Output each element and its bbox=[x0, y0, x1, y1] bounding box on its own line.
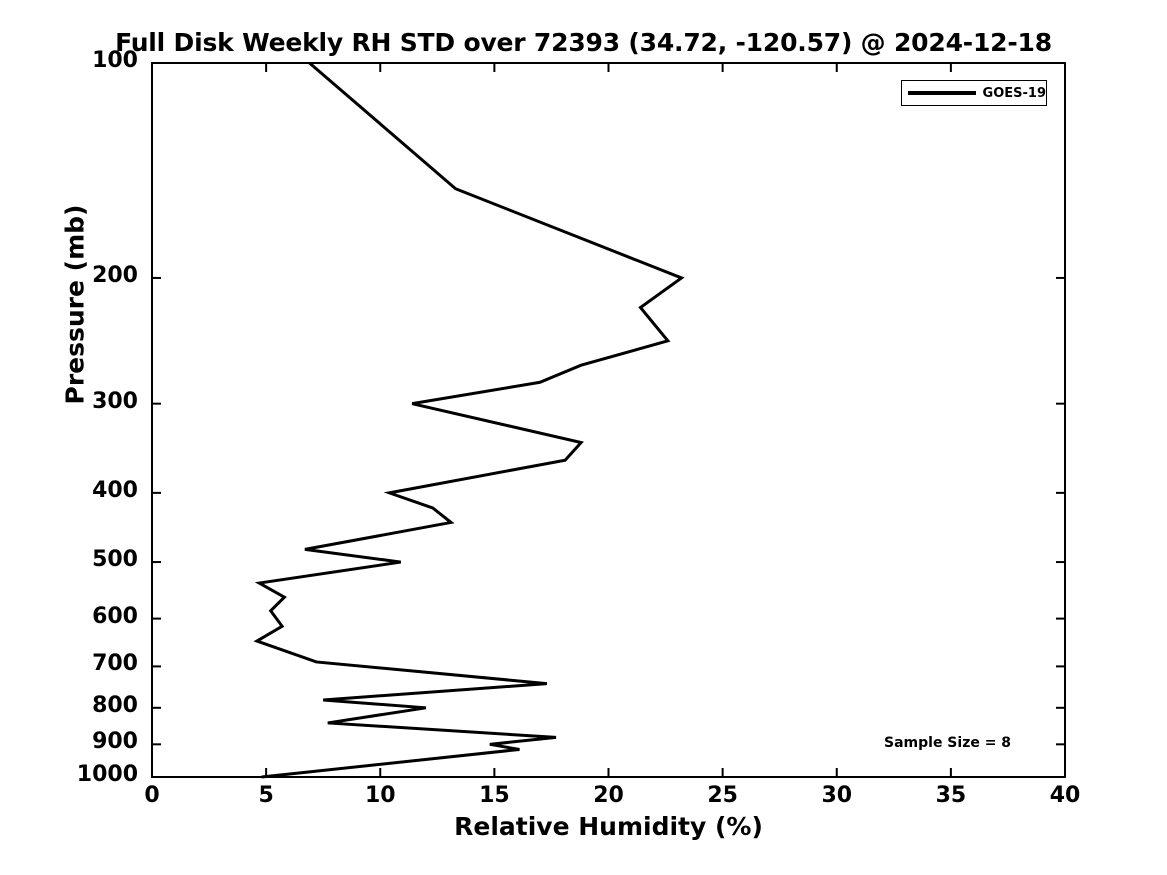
y-tick-label: 1000 bbox=[76, 762, 138, 787]
x-axis-label: Relative Humidity (%) bbox=[454, 812, 763, 841]
page-title: Full Disk Weekly RH STD over 72393 (34.7… bbox=[115, 28, 1052, 57]
x-tick-label: 30 bbox=[821, 783, 853, 808]
y-tick-label: 300 bbox=[92, 388, 138, 414]
x-tick-label: 10 bbox=[364, 783, 396, 808]
y-tick-label: 800 bbox=[92, 692, 138, 718]
y-tick-label: 100 bbox=[92, 48, 138, 73]
x-tick-label: 15 bbox=[479, 783, 510, 808]
y-tick-label: 400 bbox=[92, 477, 138, 503]
x-tick-label: 0 bbox=[144, 783, 160, 808]
x-tick-label: 25 bbox=[707, 783, 738, 808]
legend-item-label: GOES-19 bbox=[982, 85, 1046, 101]
y-tick-label: 900 bbox=[92, 729, 138, 755]
x-tick-label: 5 bbox=[258, 783, 274, 808]
data-series-goes-19 bbox=[253, 61, 685, 779]
legend-line-swatch bbox=[908, 91, 976, 95]
axes-frame bbox=[151, 62, 1066, 778]
y-tick-label: 200 bbox=[92, 262, 138, 288]
sample-size-annotation: Sample Size = 8 bbox=[884, 735, 1012, 751]
legend[interactable]: GOES-19 bbox=[901, 80, 1047, 106]
x-tick-label: 20 bbox=[593, 783, 624, 808]
x-tick-label: 40 bbox=[1049, 783, 1081, 808]
x-tick-label: 35 bbox=[935, 783, 967, 808]
y-tick-label: 700 bbox=[92, 651, 138, 677]
y-tick-label: 500 bbox=[92, 547, 138, 573]
x-axis-ticks bbox=[151, 63, 1066, 777]
y-tick-label: 600 bbox=[92, 603, 138, 629]
y-axis-ticks bbox=[152, 62, 1065, 778]
